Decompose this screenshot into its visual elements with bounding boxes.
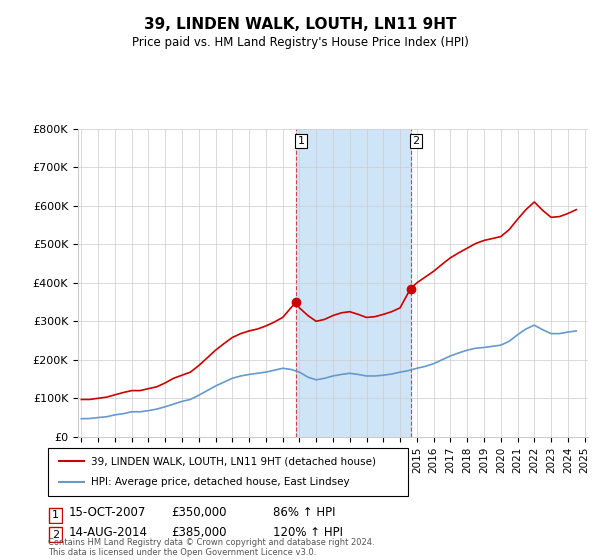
Text: £385,000: £385,000 <box>171 526 227 539</box>
Text: 86% ↑ HPI: 86% ↑ HPI <box>273 506 335 519</box>
Text: 39, LINDEN WALK, LOUTH, LN11 9HT: 39, LINDEN WALK, LOUTH, LN11 9HT <box>144 17 456 32</box>
FancyBboxPatch shape <box>49 507 62 523</box>
Text: 14-AUG-2014: 14-AUG-2014 <box>69 526 148 539</box>
Text: Price paid vs. HM Land Registry's House Price Index (HPI): Price paid vs. HM Land Registry's House … <box>131 36 469 49</box>
FancyBboxPatch shape <box>48 448 408 496</box>
Text: Contains HM Land Registry data © Crown copyright and database right 2024.
This d: Contains HM Land Registry data © Crown c… <box>48 538 374 557</box>
Text: £350,000: £350,000 <box>171 506 227 519</box>
Text: HPI: Average price, detached house, East Lindsey: HPI: Average price, detached house, East… <box>91 477 350 487</box>
Text: 39, LINDEN WALK, LOUTH, LN11 9HT (detached house): 39, LINDEN WALK, LOUTH, LN11 9HT (detach… <box>91 456 376 466</box>
Text: 1: 1 <box>52 510 59 520</box>
Text: 2: 2 <box>52 530 59 540</box>
Bar <box>296 129 410 437</box>
Text: 1: 1 <box>298 136 305 146</box>
Text: 15-OCT-2007: 15-OCT-2007 <box>69 506 146 519</box>
FancyBboxPatch shape <box>49 528 62 542</box>
Text: 120% ↑ HPI: 120% ↑ HPI <box>273 526 343 539</box>
Text: 2: 2 <box>412 136 419 146</box>
